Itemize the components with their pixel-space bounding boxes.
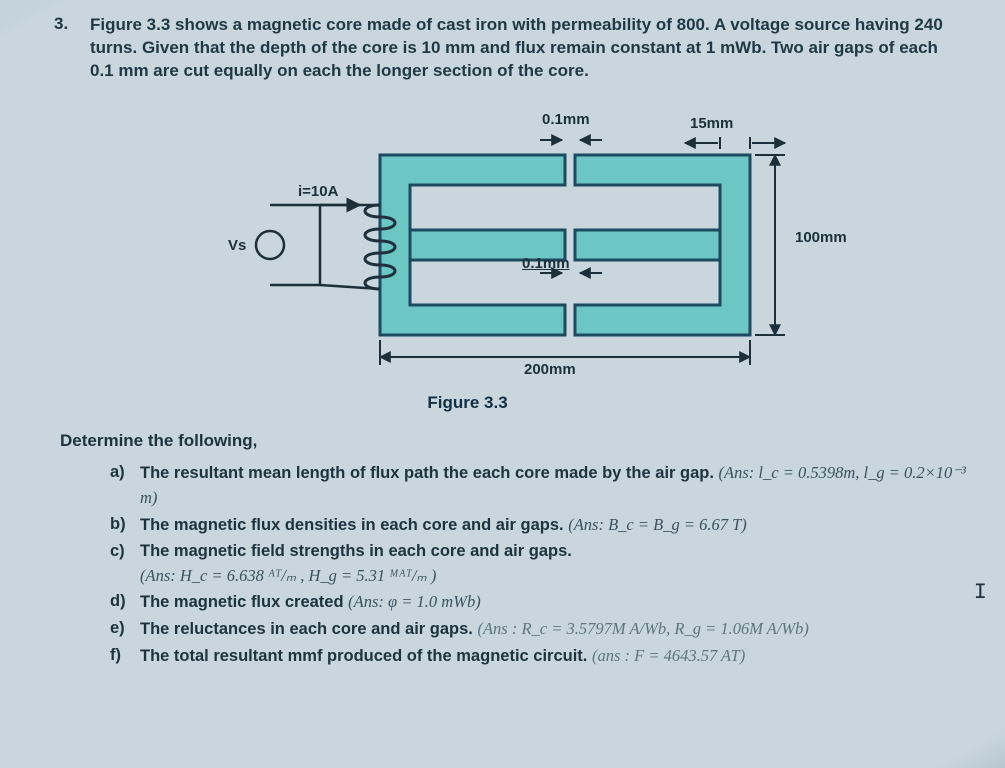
part-text: The resultant mean length of flux path t…	[140, 464, 714, 482]
problem-page: 3. Figure 3.3 shows a magnetic core made…	[0, 0, 1005, 768]
part-answer: (ans : F = 4643.57 AT)	[592, 646, 745, 665]
part-b: b) The magnetic flux densities in each c…	[110, 513, 975, 538]
part-text: The magnetic flux densities in each core…	[140, 516, 564, 534]
handwritten-annotation-I: I	[974, 580, 987, 605]
part-answer: (Ans : R_c = 3.5797M A/Wb, R_g = 1.06M A…	[477, 619, 808, 638]
part-answer: (Ans: φ = 1.0 mWb)	[348, 592, 481, 611]
figure-3-3: 0.1mm 15mm 0.1mm 100mm 200mm i=10A Vs	[210, 105, 970, 385]
part-letter: f)	[110, 644, 121, 668]
part-letter: c)	[110, 540, 125, 564]
part-d: d) The magnetic flux created (Ans: φ = 1…	[110, 590, 975, 615]
part-letter: b)	[110, 513, 126, 537]
label-leg-width: 15mm	[690, 115, 733, 132]
label-source: Vs	[228, 237, 246, 254]
label-height: 100mm	[795, 229, 847, 246]
part-letter: a)	[110, 461, 125, 485]
part-text: The magnetic flux created	[140, 593, 344, 611]
label-current: i=10A	[298, 183, 338, 200]
part-letter: d)	[110, 590, 126, 614]
part-e: e) The reluctances in each core and air …	[110, 617, 975, 642]
part-text: The total resultant mmf produced of the …	[140, 647, 587, 665]
label-gap-top: 0.1mm	[542, 111, 590, 128]
part-answer: (Ans: B_c = B_g = 6.67 T)	[568, 515, 747, 534]
magnetic-core-diagram	[210, 105, 970, 385]
label-gap-mid: 0.1mm	[522, 255, 570, 272]
part-f: f) The total resultant mmf produced of t…	[110, 644, 975, 669]
question-number: 3.	[54, 14, 68, 34]
part-a: a) The resultant mean length of flux pat…	[110, 461, 975, 511]
problem-statement: Figure 3.3 shows a magnetic core made of…	[90, 14, 950, 83]
label-width: 200mm	[524, 361, 576, 378]
question-parts: a) The resultant mean length of flux pat…	[110, 461, 975, 669]
determine-heading: Determine the following,	[60, 431, 975, 451]
part-text: The magnetic field strengths in each cor…	[140, 542, 572, 560]
part-text: The reluctances in each core and air gap…	[140, 620, 473, 638]
part-answer: (Ans: H_c = 6.638 ᴬᵀ/ₘ , H_g = 5.31 ᴹᴬᵀ/…	[140, 566, 436, 585]
part-c: c) The magnetic field strengths in each …	[110, 540, 975, 589]
part-letter: e)	[110, 617, 125, 641]
figure-caption: Figure 3.3	[90, 393, 975, 413]
